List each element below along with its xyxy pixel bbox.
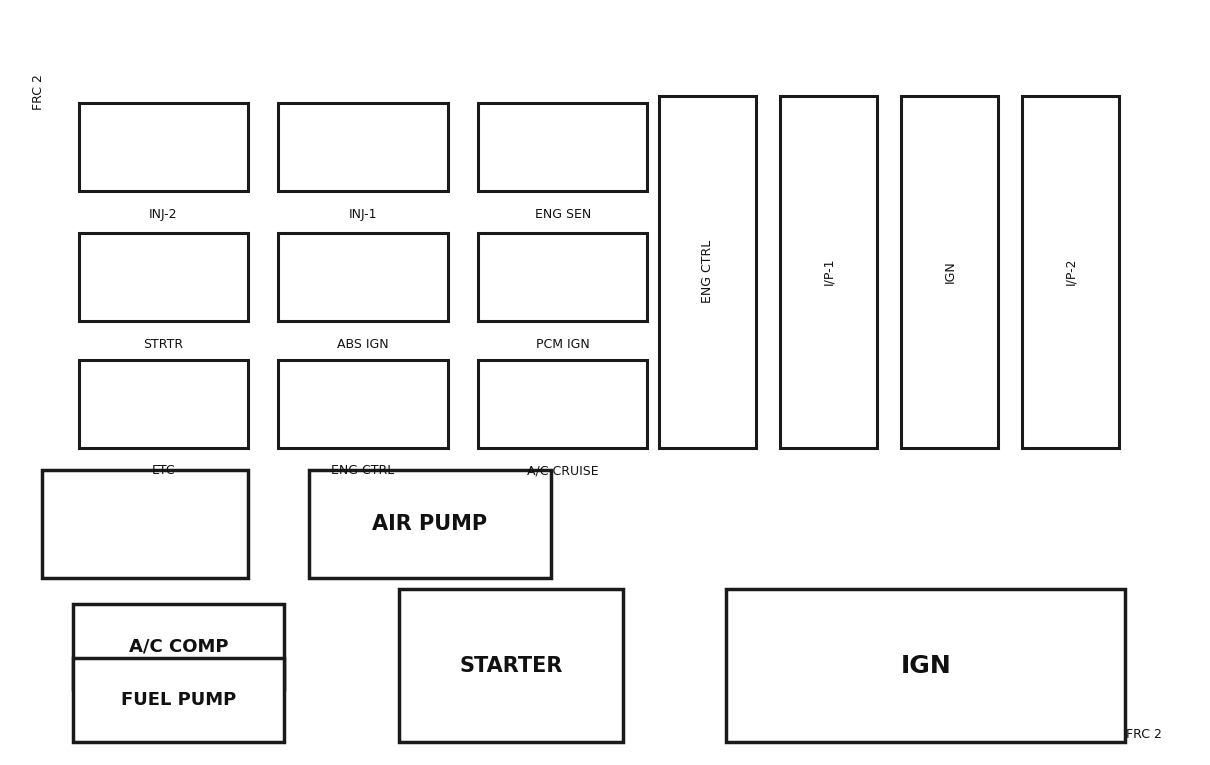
Bar [278,103,448,191]
Bar [309,470,551,578]
Text: IGN: IGN [900,653,951,678]
Text: STRTR: STRTR [143,338,184,351]
Text: INJ-1: INJ-1 [348,208,378,221]
Bar [478,103,647,191]
Bar [659,96,756,448]
Bar [478,360,647,448]
Text: INJ-2: INJ-2 [149,208,178,221]
Text: ABS IGN: ABS IGN [338,338,388,351]
Text: PCM IGN: PCM IGN [536,338,589,351]
Bar [478,233,647,321]
Bar [726,589,1125,742]
Bar [73,658,284,742]
Text: ETC: ETC [151,464,175,477]
Text: A/C CRUISE: A/C CRUISE [526,464,599,477]
Text: ENG CTRL: ENG CTRL [702,240,714,303]
Bar [42,470,248,578]
Text: IGN: IGN [944,260,956,283]
Text: ENG CTRL: ENG CTRL [332,464,394,477]
Bar [79,233,248,321]
Bar [1022,96,1119,448]
Bar [278,360,448,448]
Text: I/P-2: I/P-2 [1065,258,1077,285]
Bar [73,604,284,688]
Text: AIR PUMP: AIR PUMP [371,514,488,534]
Text: FUEL PUMP: FUEL PUMP [121,691,236,709]
Text: STARTER: STARTER [460,656,563,675]
Text: I/P-1: I/P-1 [823,258,835,285]
Bar [399,589,623,742]
Text: A/C COMP: A/C COMP [128,637,229,656]
Bar [79,103,248,191]
Text: ENG SEN: ENG SEN [535,208,590,221]
Text: FRC 2: FRC 2 [1125,728,1162,741]
Bar [278,233,448,321]
Text: FRC 2: FRC 2 [33,74,45,109]
Bar [901,96,998,448]
Bar [79,360,248,448]
Bar [780,96,877,448]
